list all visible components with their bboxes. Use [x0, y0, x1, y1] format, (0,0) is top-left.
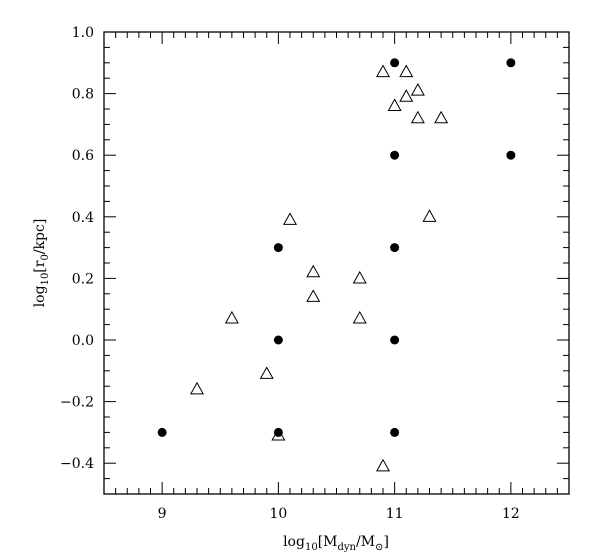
- triangle-point: [189, 381, 205, 395]
- circle-point: [157, 427, 167, 437]
- circle-point: [273, 243, 283, 253]
- triangle-point: [387, 98, 402, 111]
- triangle-point: [224, 310, 239, 324]
- x-tick-label: 11: [386, 506, 404, 522]
- triangle-point: [306, 264, 321, 278]
- triangle-point: [352, 270, 367, 284]
- x-tick-label: 12: [502, 506, 520, 522]
- circle-point: [390, 427, 400, 437]
- circle-point: [506, 58, 516, 68]
- triangle-point: [399, 64, 414, 78]
- triangle-point: [375, 458, 391, 472]
- circle-point: [506, 150, 516, 160]
- plot-frame: [103, 31, 570, 495]
- circle-point: [390, 243, 400, 253]
- circle-point: [273, 335, 283, 345]
- y-tick-label: 0.4: [72, 210, 94, 226]
- y-tick-label: 0.0: [72, 333, 94, 349]
- triangle-point: [399, 89, 414, 102]
- circle-point: [390, 335, 400, 345]
- triangle-point: [352, 310, 367, 324]
- y-tick-label: −0.2: [60, 395, 94, 411]
- y-axis-label: log10[r0/kpc]: [32, 219, 51, 308]
- x-tick-label: 9: [158, 506, 167, 522]
- y-tick-label: 0.8: [72, 87, 94, 103]
- data-points: [157, 58, 516, 472]
- triangle-point: [271, 427, 286, 441]
- circle-point: [273, 427, 283, 437]
- triangle-point: [410, 82, 425, 96]
- triangle-point: [375, 64, 391, 78]
- y-tick-label: 0.6: [72, 148, 94, 164]
- tick-labels: 9 10 11 12 −0.4 −0.2 0.0 0.2 0.4 0.6 0.8 1.0: [60, 25, 520, 522]
- tick-marks: [103, 31, 570, 495]
- x-tick-label: 10: [269, 506, 287, 522]
- circle-point: [390, 150, 400, 160]
- triangle-point: [282, 212, 298, 225]
- y-tick-label: −0.4: [60, 456, 94, 472]
- x-axis-label: log10[Mdyn/M⊙]: [283, 534, 389, 553]
- triangle-point: [259, 366, 274, 379]
- circle-point: [390, 58, 400, 68]
- triangle-point: [410, 110, 425, 124]
- y-tick-label: 0.2: [72, 271, 94, 287]
- triangle-point: [306, 289, 321, 302]
- y-tick-label: 1.0: [72, 25, 94, 41]
- triangle-point: [434, 110, 449, 124]
- triangle-point: [422, 209, 437, 222]
